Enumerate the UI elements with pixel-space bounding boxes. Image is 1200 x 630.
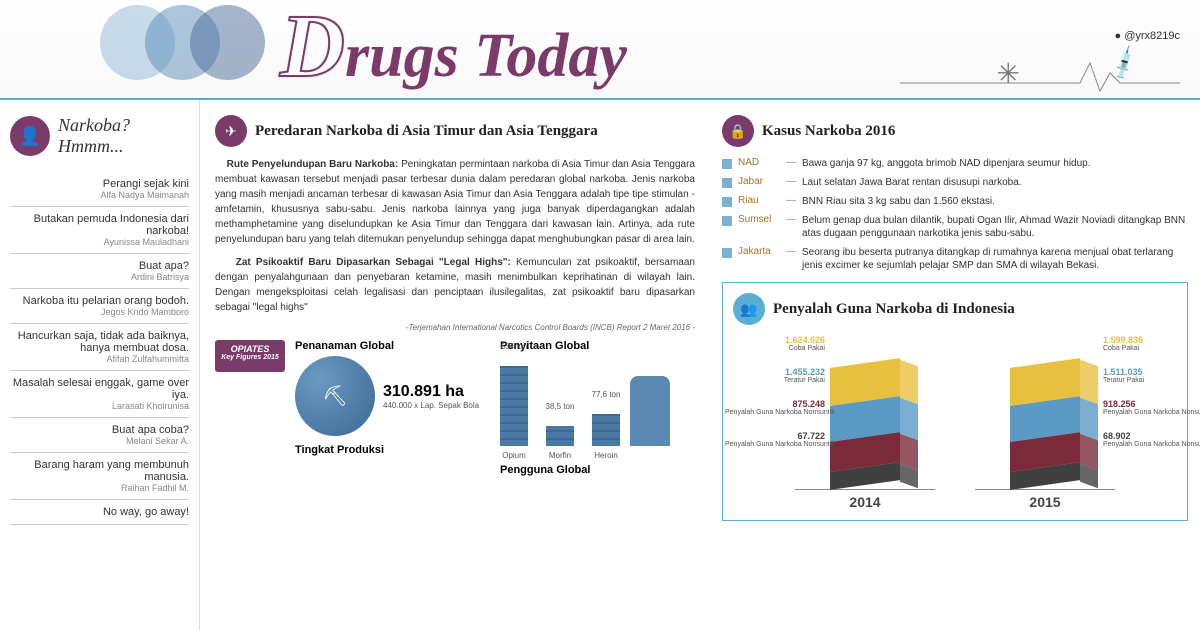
head-icon: 👤: [10, 116, 50, 156]
case-row: Jabar—Laut selatan Jawa Barat rentan dis…: [722, 176, 1188, 189]
quote-item: Buat apa coba?Melani Sekar A.: [10, 418, 189, 453]
planting-col: Penanaman Global ⛏ 310.891 ha 440.000 x …: [295, 340, 490, 480]
left-title-2: Hmmm...: [58, 136, 130, 157]
seizure-col: Penyitaan Global 634 tonOpium38,5 tonMor…: [500, 340, 695, 480]
quote-item: Buat apa?Ardini Batrisya: [10, 254, 189, 289]
year-tower: 1.599.836Coba Pakai1.511.035Teratur Paka…: [975, 335, 1115, 510]
abuse-box: 👥 Penyalah Guna Narkoba di Indonesia 1.6…: [722, 282, 1188, 521]
case-row: NAD—Bawa ganja 97 kg, anggota brimob NAD…: [722, 157, 1188, 170]
heartbeat-line: [900, 53, 1180, 93]
seizure-bar: 38,5 tonMorfin: [546, 426, 574, 446]
production-title: Tingkat Produksi: [295, 444, 490, 456]
quote-item: No way, go away!: [10, 500, 189, 525]
social-handle: ● @yrx8219c: [1114, 30, 1180, 42]
hectare-value: 310.891 ha: [383, 383, 479, 401]
quote-item: Narkoba itu pelarian orang bodoh.Jegos K…: [10, 289, 189, 324]
cases-title: 🔒 Kasus Narkoba 2016: [722, 115, 1188, 147]
people-icon: 👥: [733, 293, 765, 325]
quote-item: Perangi sejak kiniAlfa Nadya Maimanah: [10, 172, 189, 207]
distribution-title: ✈ Peredaran Narkoba di Asia Timur dan As…: [215, 115, 695, 147]
middle-column: ✈ Peredaran Narkoba di Asia Timur dan As…: [200, 100, 710, 630]
left-heading: 👤 Narkoba? Hmmm...: [10, 115, 189, 157]
seizure-bars: 634 tonOpium 38,5 tonMorfin 77,6 tonHeroin: [500, 356, 620, 446]
opiates-section: OPIATES Key Figures 2015 Penanaman Globa…: [215, 340, 695, 480]
hectare-sub: 440.000 x Lap. Sepak Bola: [383, 401, 479, 410]
case-row: Riau—BNN Riau sita 3 kg sabu dan 1.560 e…: [722, 195, 1188, 208]
quote-item: Barang haram yang membunuh manusia.Raiha…: [10, 453, 189, 500]
main-content: 👤 Narkoba? Hmmm... Perangi sejak kiniAlf…: [0, 100, 1200, 630]
year-tower: 1.624.026Coba Pakai1.455.232Teratur Paka…: [795, 335, 935, 510]
users-title: Pengguna Global: [500, 464, 695, 476]
citation: -Terjemahan International Narcotics Cont…: [215, 323, 695, 332]
header: Drugs Today ● @yrx8219c ✳ 💉: [0, 0, 1200, 100]
globe-icon: ⛏: [295, 356, 375, 436]
seizure-bar: 634 tonOpium: [500, 366, 528, 446]
paragraph-1: Rute Penyelundupan Baru Narkoba: Peningk…: [215, 157, 695, 247]
cases-list: NAD—Bawa ganja 97 kg, anggota brimob NAD…: [722, 157, 1188, 272]
left-column: 👤 Narkoba? Hmmm... Perangi sejak kiniAlf…: [0, 100, 200, 630]
seizure-bar: 77,6 tonHeroin: [592, 414, 620, 446]
plane-icon: ✈: [215, 115, 247, 147]
page-title: Drugs Today: [280, 0, 627, 98]
case-row: Jakarta—Seorang ibu beserta putranya dit…: [722, 246, 1188, 272]
left-title-1: Narkoba?: [58, 115, 130, 136]
quote-item: Masalah selesai enggak, game over iya.La…: [10, 371, 189, 418]
header-circles: [100, 5, 265, 85]
opiates-badge: OPIATES Key Figures 2015: [215, 340, 285, 372]
abuse-charts: 1.624.026Coba Pakai1.455.232Teratur Paka…: [733, 335, 1177, 510]
quote-item: Butakan pemuda Indonesia dari narkoba!Ay…: [10, 207, 189, 254]
case-row: Sumsel—Belum genap dua bulan dilantik, b…: [722, 214, 1188, 240]
paragraph-2: Zat Psikoaktif Baru Dipasarkan Sebagai "…: [215, 255, 695, 315]
police-icon: [630, 376, 670, 446]
abuse-title: 👥 Penyalah Guna Narkoba di Indonesia: [733, 293, 1177, 325]
quote-item: Hancurkan saja, tidak ada baiknya, hanya…: [10, 324, 189, 371]
quotes-list: Perangi sejak kiniAlfa Nadya MaimanahBut…: [10, 172, 189, 525]
lock-icon: 🔒: [722, 115, 754, 147]
right-column: 🔒 Kasus Narkoba 2016 NAD—Bawa ganja 97 k…: [710, 100, 1200, 630]
